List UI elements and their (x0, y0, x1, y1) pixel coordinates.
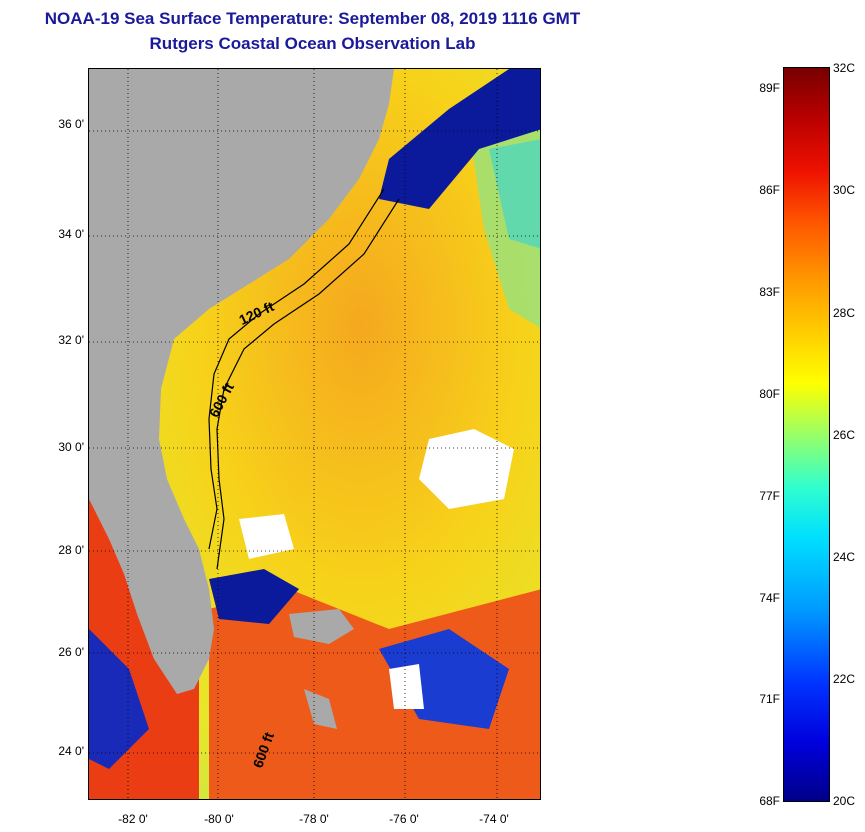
lat-label-24: 24 0' (58, 744, 84, 758)
cloud-central (239, 514, 294, 559)
map-title: NOAA-19 Sea Surface Temperature: Septemb… (44, 9, 581, 28)
colorbar-label-28c: 28C (833, 306, 856, 320)
contour-120ft (208, 188, 385, 550)
colorbar-label-77f: 77F (759, 489, 780, 503)
map-subtitle: Rutgers Coastal Ocean Observation Lab (149, 34, 476, 53)
cloud-south (389, 664, 424, 709)
lat-label-32: 32 0' (58, 333, 84, 347)
lon-label-74: -74 0' (479, 812, 509, 826)
sst-map (88, 68, 541, 800)
lon-label-80: -80 0' (204, 812, 234, 826)
lat-label-26: 26 0' (58, 645, 84, 659)
lon-label-82: -82 0' (118, 812, 148, 826)
cloud-east (419, 429, 514, 509)
cold-patch-gulf (89, 629, 149, 769)
bahamas-island-andros (304, 689, 337, 729)
lon-label-78: -78 0' (299, 812, 329, 826)
colorbar-label-20c: 20C (833, 794, 856, 808)
lat-label-34: 34 0' (58, 227, 84, 241)
colorbar-label-83f: 83F (759, 285, 780, 299)
colorbar-label-74f: 74F (759, 591, 780, 605)
lon-label-76: -76 0' (389, 812, 419, 826)
colorbar-label-22c: 22C (833, 672, 856, 686)
cold-patch-florida-strait (209, 569, 299, 624)
land-mass (89, 69, 394, 694)
colorbar-label-68f: 68F (759, 794, 780, 808)
cold-patch-carolina (379, 69, 540, 209)
temperature-colorbar (783, 67, 830, 802)
lat-label-30: 30 0' (58, 440, 84, 454)
offshore-cool-patch (489, 139, 540, 249)
sst-map-canvas (89, 69, 540, 799)
colorbar-label-89f: 89F (759, 81, 780, 95)
colorbar-label-71f: 71F (759, 692, 780, 706)
colorbar-label-26c: 26C (833, 428, 856, 442)
bahamas-island-grand (289, 609, 354, 644)
colorbar-label-32c: 32C (833, 61, 856, 75)
colorbar-label-24c: 24C (833, 550, 856, 564)
lat-label-36: 36 0' (58, 117, 84, 131)
colorbar-label-86f: 86F (759, 183, 780, 197)
lat-label-28: 28 0' (58, 543, 84, 557)
colorbar-label-30c: 30C (833, 183, 856, 197)
colorbar-label-80f: 80F (759, 387, 780, 401)
contour-600ft (216, 198, 400, 570)
